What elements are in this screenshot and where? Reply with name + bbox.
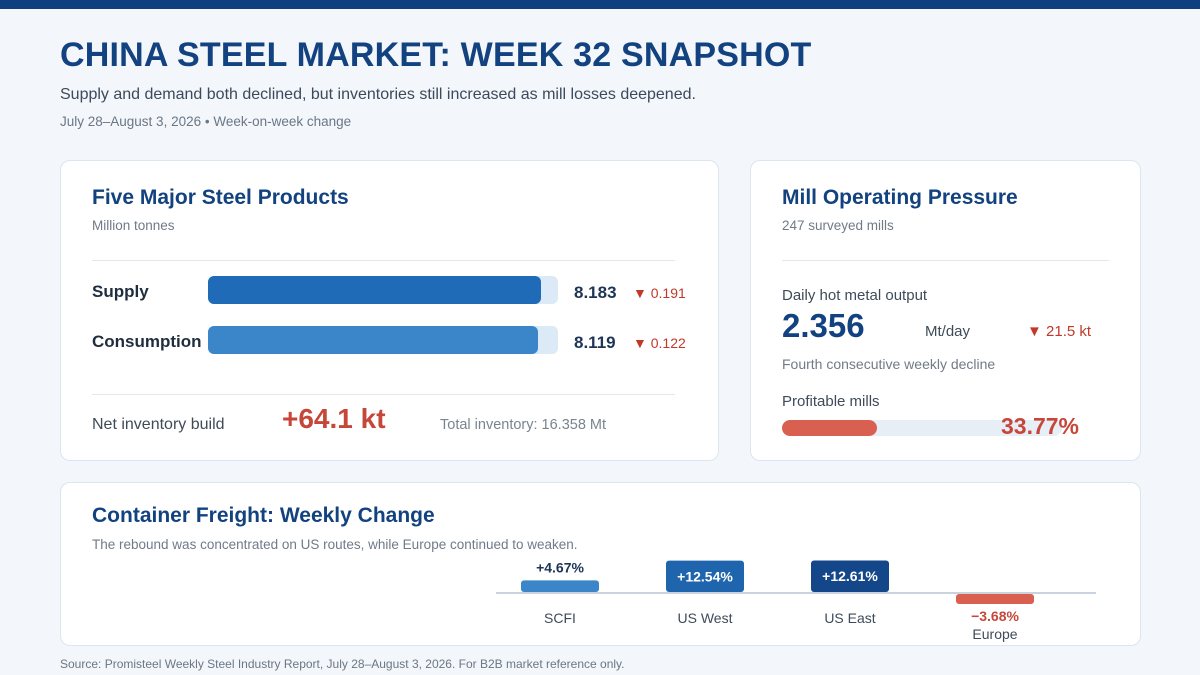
- data-label: +12.54%: [677, 568, 733, 584]
- supply-value: 8.183: [574, 283, 617, 302]
- consumption-value: 8.119: [574, 333, 616, 352]
- data-label: +4.67%: [536, 559, 584, 575]
- freight-bar-scfi: [521, 580, 599, 592]
- page-title: CHINA STEEL MARKET: WEEK 32 SNAPSHOT: [60, 36, 812, 74]
- category-label: US East: [824, 610, 875, 626]
- data-label: −3.68%: [971, 608, 1019, 624]
- freight-bar-us-west: [666, 560, 744, 592]
- freight-bar-chart: +4.67% SCFI +12.54% US West +12.61% US East −3…: [496, 559, 1096, 642]
- hot-metal-value: 2.356: [782, 307, 865, 344]
- supply-change: ▼ 0.191: [633, 285, 686, 301]
- category-label: US West: [678, 610, 733, 626]
- freight-bar-europe: [956, 594, 1034, 604]
- divider: [92, 394, 675, 395]
- category-label: SCFI: [544, 610, 576, 626]
- freight-bar-us-east: [811, 560, 889, 592]
- hot-metal-change: ▼ 21.5 kt: [1027, 323, 1092, 340]
- card-subtitle: The rebound was concentrated on US route…: [92, 537, 578, 552]
- supply-label: Supply: [92, 282, 149, 301]
- consumption-bar-track: [208, 326, 558, 354]
- divider: [92, 260, 675, 261]
- top-accent-bar: [0, 0, 1200, 9]
- page-subtitle: Supply and demand both declined, but inv…: [60, 86, 696, 103]
- supply-bar: [208, 276, 542, 304]
- date-range: July 28–August 3, 2026 • Week-on-week ch…: [60, 114, 352, 129]
- card-title: Five Major Steel Products: [92, 186, 349, 209]
- divider: [782, 260, 1109, 261]
- consumption-bar: [208, 326, 539, 354]
- consumption-change: ▼ 0.122: [633, 335, 686, 351]
- total-inventory: Total inventory: 16.358 Mt: [440, 417, 607, 433]
- mill-pressure-card: Mill Operating Pressure 247 surveyed mil…: [750, 160, 1141, 461]
- net-inventory-value: +64.1 kt: [282, 403, 386, 434]
- source-note: Source: Promisteel Weekly Steel Industry…: [60, 657, 625, 671]
- hot-metal-label: Daily hot metal output: [782, 287, 928, 304]
- consumption-label: Consumption: [92, 332, 202, 351]
- data-label: +12.61%: [822, 568, 878, 584]
- card-title: Mill Operating Pressure: [782, 186, 1018, 209]
- container-freight-card: Container Freight: Weekly Change The reb…: [60, 482, 1141, 646]
- profitable-mills-bar: [782, 420, 877, 436]
- supply-bar-track: [208, 276, 558, 304]
- mill-count: 247 surveyed mills: [782, 218, 894, 233]
- hot-metal-unit: Mt/day: [925, 323, 971, 340]
- profitable-mills-track: [782, 420, 1062, 436]
- net-inventory-label: Net inventory build: [92, 416, 225, 433]
- category-label: Europe: [972, 626, 1017, 642]
- hot-metal-note: Fourth consecutive weekly decline: [782, 356, 996, 372]
- profitable-mills-label: Profitable mills: [782, 393, 880, 410]
- steel-products-card: Five Major Steel Products Million tonnes…: [60, 160, 719, 461]
- profitable-mills-value: 33.77%: [1001, 413, 1080, 439]
- unit-label: Million tonnes: [92, 218, 175, 233]
- card-title: Container Freight: Weekly Change: [92, 504, 435, 527]
